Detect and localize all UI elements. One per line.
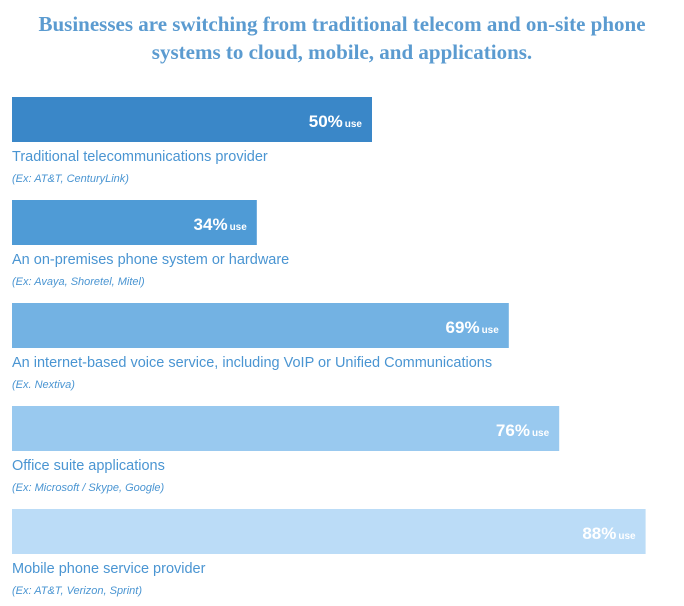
value-label: 50% use [309, 112, 363, 131]
example-label: (Ex: Microsoft / Skype, Google) [12, 482, 165, 494]
value-label-suffix: use [532, 428, 550, 439]
bar [12, 97, 372, 142]
chart-title: Businesses are switching from traditiona… [38, 12, 646, 64]
value-label-number: 69% [446, 318, 480, 337]
bar [12, 200, 257, 245]
example-label: (Ex: AT&T, CenturyLink) [12, 173, 129, 185]
value-label-suffix: use [482, 325, 500, 336]
category-label: An internet-based voice service, includi… [12, 355, 492, 371]
example-label: (Ex. Nextiva) [12, 379, 75, 391]
value-label-suffix: use [230, 222, 248, 233]
value-label: 76% use [496, 421, 550, 440]
example-label: (Ex: AT&T, Verizon, Sprint) [12, 585, 142, 597]
value-label: 88% use [582, 524, 636, 543]
category-label: An on-premises phone system or hardware [12, 252, 289, 268]
bar [12, 406, 560, 451]
category-label: Office suite applications [12, 458, 165, 474]
category-label: Mobile phone service provider [12, 561, 206, 577]
value-label-suffix: use [618, 531, 636, 542]
category-label: Traditional telecommunications provider [12, 149, 268, 165]
example-label: (Ex: Avaya, Shoretel, Mitel) [12, 276, 145, 288]
value-label: 69% use [446, 318, 500, 337]
value-label-suffix: use [345, 119, 363, 130]
bar [12, 509, 646, 554]
value-label-number: 76% [496, 421, 530, 440]
bar [12, 303, 509, 348]
value-label-number: 88% [582, 524, 616, 543]
value-label-number: 34% [194, 215, 228, 234]
value-label: 34% use [194, 215, 248, 234]
value-label-number: 50% [309, 112, 343, 131]
